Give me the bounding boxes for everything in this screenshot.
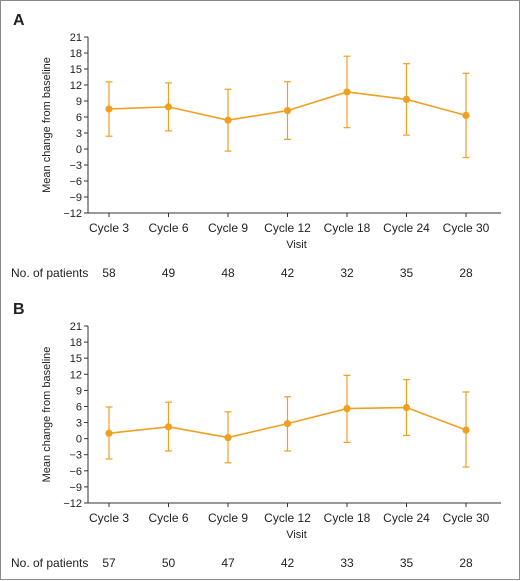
data-point: [224, 116, 232, 124]
data-point: [402, 95, 411, 103]
x-tick-label: Cycle 3: [89, 511, 129, 525]
data-point: [164, 103, 173, 111]
y-tick-label: 0: [76, 434, 82, 446]
data-point: [105, 429, 113, 437]
y-tick-label: 9: [76, 96, 82, 108]
n-patients-value: 33: [340, 556, 354, 570]
y-axis-title: Mean change from baseline: [41, 347, 53, 483]
y-tick-label: 12: [70, 80, 82, 92]
x-tick-label: Cycle 24: [383, 221, 430, 235]
y-tick-label: 3: [76, 418, 82, 430]
panel-letter: B: [13, 301, 25, 318]
y-tick-label: −6: [69, 466, 82, 478]
x-tick-label: Cycle 12: [264, 221, 311, 235]
n-patients-value: 49: [162, 266, 176, 280]
data-point: [105, 105, 113, 113]
n-patients-value: 50: [162, 556, 176, 570]
n-patients-value: 28: [459, 266, 473, 280]
n-patients-value: 57: [102, 556, 116, 570]
y-tick-label: 9: [76, 385, 82, 397]
y-tick-label: −12: [63, 498, 82, 510]
x-tick-label: Cycle 9: [208, 511, 248, 525]
x-tick-label: Cycle 9: [208, 221, 248, 235]
y-tick-label: 3: [76, 128, 82, 140]
n-patients-value: 35: [400, 266, 414, 280]
x-tick-label: Cycle 18: [324, 221, 371, 235]
x-tick-label: Cycle 24: [383, 511, 430, 525]
panel-b: B −12 −9 −6 −3 0 3 6 9 12 15 18 21 Mean change from b…: [11, 301, 501, 570]
y-tick-label: 18: [70, 48, 82, 60]
x-axis-title: Visit: [286, 239, 307, 251]
n-patients-value: 35: [400, 556, 414, 570]
x-tick-label: Cycle 3: [89, 221, 129, 235]
data-point: [462, 111, 470, 119]
data-point: [343, 405, 351, 413]
n-patients-value: 32: [340, 266, 354, 280]
x-tick-label: Cycle 18: [324, 511, 371, 525]
n-patients-value: 58: [102, 266, 116, 280]
x-tick-label: Cycle 12: [264, 511, 311, 525]
y-tick-label: 15: [70, 64, 82, 76]
n-patients-value: 47: [221, 556, 235, 570]
y-axis-title: Mean change from baseline: [41, 57, 53, 193]
data-point: [462, 426, 470, 434]
y-tick-label: 12: [70, 369, 82, 381]
data-point: [343, 88, 351, 96]
y-tick-label: −9: [69, 482, 82, 494]
x-tick-label: Cycle 6: [148, 511, 188, 525]
data-point: [283, 107, 292, 115]
panel-a: A −12 −9 −6 −3 0 3 6 9 12 15 18 21 Mean change from b…: [11, 12, 501, 280]
n-patients-label: No. of patients: [11, 556, 88, 570]
n-patients-value: 48: [221, 266, 235, 280]
n-patients-label: No. of patients: [11, 266, 88, 280]
y-tick-label: −3: [69, 450, 82, 462]
data-point: [164, 423, 173, 431]
y-tick-label: −9: [69, 192, 82, 204]
y-tick-label: 6: [76, 401, 82, 413]
y-tick-label: 0: [76, 144, 82, 156]
x-axis-title: Visit: [286, 529, 307, 541]
n-patients-value: 42: [281, 556, 295, 570]
y-tick-label: 18: [70, 337, 82, 349]
y-tick-label: 21: [70, 32, 82, 44]
x-tick-label: Cycle 30: [443, 221, 490, 235]
data-point: [224, 433, 232, 442]
panel-letter: A: [13, 12, 25, 29]
y-tick-label: 21: [70, 321, 82, 333]
data-point: [402, 403, 411, 412]
y-tick-label: −6: [69, 176, 82, 188]
y-tick-label: −3: [69, 160, 82, 172]
y-tick-label: −12: [63, 208, 82, 220]
y-tick-label: 6: [76, 112, 82, 124]
data-point: [283, 420, 292, 428]
x-tick-label: Cycle 6: [148, 221, 188, 235]
n-patients-value: 28: [459, 556, 473, 570]
n-patients-value: 42: [281, 266, 295, 280]
x-tick-label: Cycle 30: [443, 511, 490, 525]
y-tick-label: 15: [70, 353, 82, 365]
